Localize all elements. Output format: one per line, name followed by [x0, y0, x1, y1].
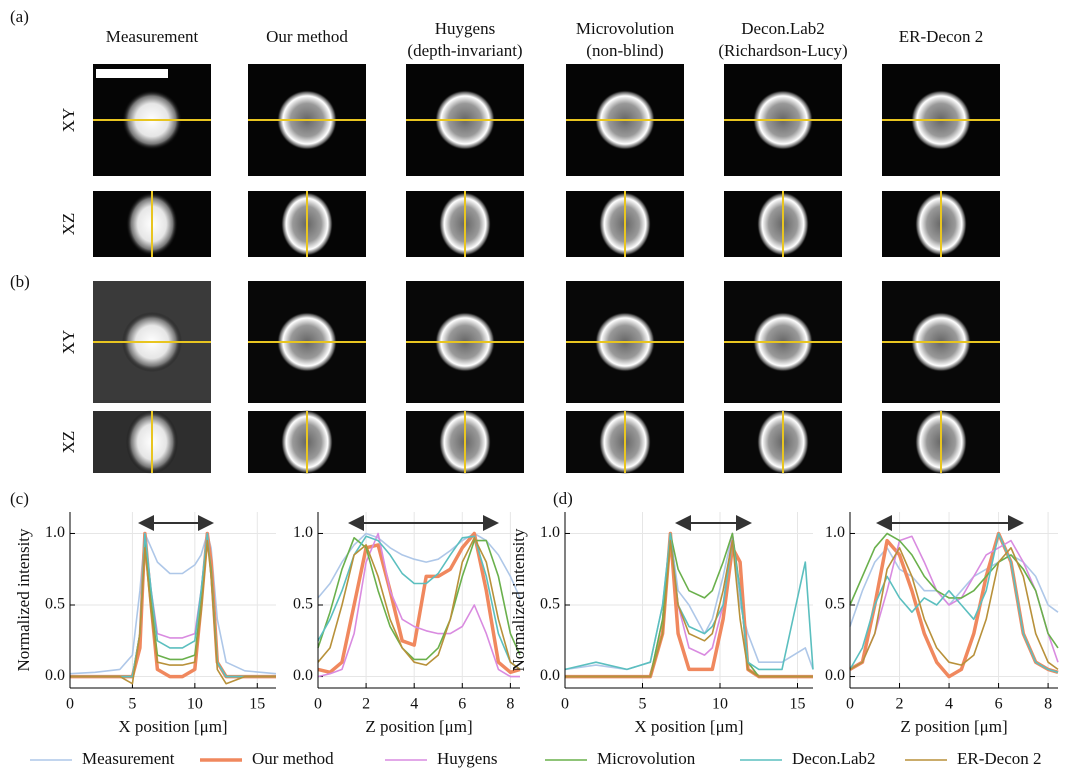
x-axis-label: Z position [μm]	[365, 717, 472, 736]
series-line	[317, 531, 521, 675]
series-line	[849, 547, 1059, 671]
legend-label: Our method	[252, 749, 334, 768]
x-tick-label: 0	[846, 696, 854, 713]
y-tick-label: 0.0	[293, 667, 313, 684]
panel-label: (b)	[10, 272, 30, 291]
legend-label: Huygens	[437, 749, 497, 768]
panel-label: (a)	[10, 7, 29, 26]
column-header: Decon.Lab2	[741, 19, 825, 38]
x-tick-label: 4	[945, 696, 953, 713]
legend-label: Microvolution	[597, 749, 696, 768]
legend-label: Decon.Lab2	[792, 749, 876, 768]
y-tick-label: 1.0	[825, 524, 845, 541]
y-tick-label: 0.5	[293, 596, 313, 613]
column-header: ER-Decon 2	[899, 27, 984, 46]
row-label: XZ	[59, 431, 78, 454]
y-axis-label: Normalized intensity	[14, 528, 33, 672]
y-tick-label: 0.5	[540, 596, 560, 613]
series-line	[849, 547, 1059, 627]
column-header: (Richardson-Lucy)	[718, 41, 847, 60]
x-tick-label: 6	[458, 696, 466, 713]
x-tick-label: 10	[187, 696, 203, 713]
panel-label: (c)	[10, 489, 29, 508]
series-line	[317, 537, 521, 661]
row-label: XY	[59, 330, 78, 355]
series-line	[564, 532, 814, 671]
x-axis-label: X position [μm]	[634, 717, 743, 736]
y-tick-label: 1.0	[540, 524, 560, 541]
series-line	[70, 532, 276, 678]
legend-label: ER-Decon 2	[957, 749, 1042, 768]
line-chart: 0 5 10 15 0.0 0.5 1.0 X position [μm] Normalized…	[509, 512, 814, 736]
series-line	[565, 539, 813, 678]
y-tick-label: 0.0	[825, 667, 845, 684]
column-header: (non-blind)	[586, 41, 663, 60]
y-tick-label: 1.0	[293, 524, 313, 541]
x-tick-label: 0	[314, 696, 322, 713]
column-header: (depth-invariant)	[407, 41, 522, 60]
column-header: Huygens	[435, 19, 495, 38]
image-grid: Measurement Our method Huygens (depth-invar…	[59, 19, 1000, 474]
series-line	[849, 535, 1059, 671]
x-tick-label: 0	[66, 696, 74, 713]
series-line	[317, 532, 520, 678]
line-chart: 0 5 10 15 0.0 0.5 1.0 X position [μm] Normalized…	[14, 512, 277, 736]
series-line	[564, 532, 814, 671]
y-tick-label: 0.5	[825, 596, 845, 613]
legend: Measurement Our method Huygens Microvolutio…	[30, 749, 1042, 768]
y-tick-label: 1.0	[45, 524, 65, 541]
row-label: XY	[59, 108, 78, 133]
column-header: Measurement	[106, 27, 199, 46]
charts: 0 5 10 15 0.0 0.5 1.0 X position [μm] Normalized…	[14, 512, 1059, 736]
column-header: Our method	[266, 27, 348, 46]
series-line	[70, 539, 276, 678]
line-chart: 0 2 4 6 8 0.0 0.5 1.0 Z position [μm]	[293, 512, 521, 736]
panel-label: (d)	[553, 489, 573, 508]
x-tick-label: 15	[790, 696, 806, 713]
x-tick-label: 10	[712, 696, 728, 713]
x-tick-label: 5	[128, 696, 136, 713]
x-tick-label: 8	[1044, 696, 1052, 713]
x-axis-label: X position [μm]	[118, 717, 227, 736]
line-chart: 0 2 4 6 8 0.0 0.5 1.0 Z position [μm]	[825, 512, 1059, 736]
series-line	[317, 537, 521, 671]
y-tick-label: 0.5	[45, 596, 65, 613]
x-tick-label: 15	[249, 696, 265, 713]
x-axis-label: Z position [μm]	[900, 717, 1007, 736]
x-tick-label: 2	[896, 696, 904, 713]
x-tick-label: 2	[362, 696, 370, 713]
y-tick-label: 0.0	[540, 667, 560, 684]
x-tick-label: 0	[561, 696, 569, 713]
x-tick-label: 5	[639, 696, 647, 713]
x-tick-label: 6	[995, 696, 1003, 713]
x-tick-label: 8	[506, 696, 514, 713]
x-tick-label: 4	[410, 696, 418, 713]
column-header: Microvolution	[576, 19, 675, 38]
scale-bar	[96, 69, 168, 78]
series-line	[69, 532, 277, 675]
series-line	[317, 532, 521, 599]
legend-label: Measurement	[82, 749, 175, 768]
y-axis-label: Normalized intensity	[509, 528, 528, 672]
row-label: XZ	[59, 213, 78, 236]
series-line	[70, 539, 276, 685]
y-tick-label: 0.0	[45, 667, 65, 684]
